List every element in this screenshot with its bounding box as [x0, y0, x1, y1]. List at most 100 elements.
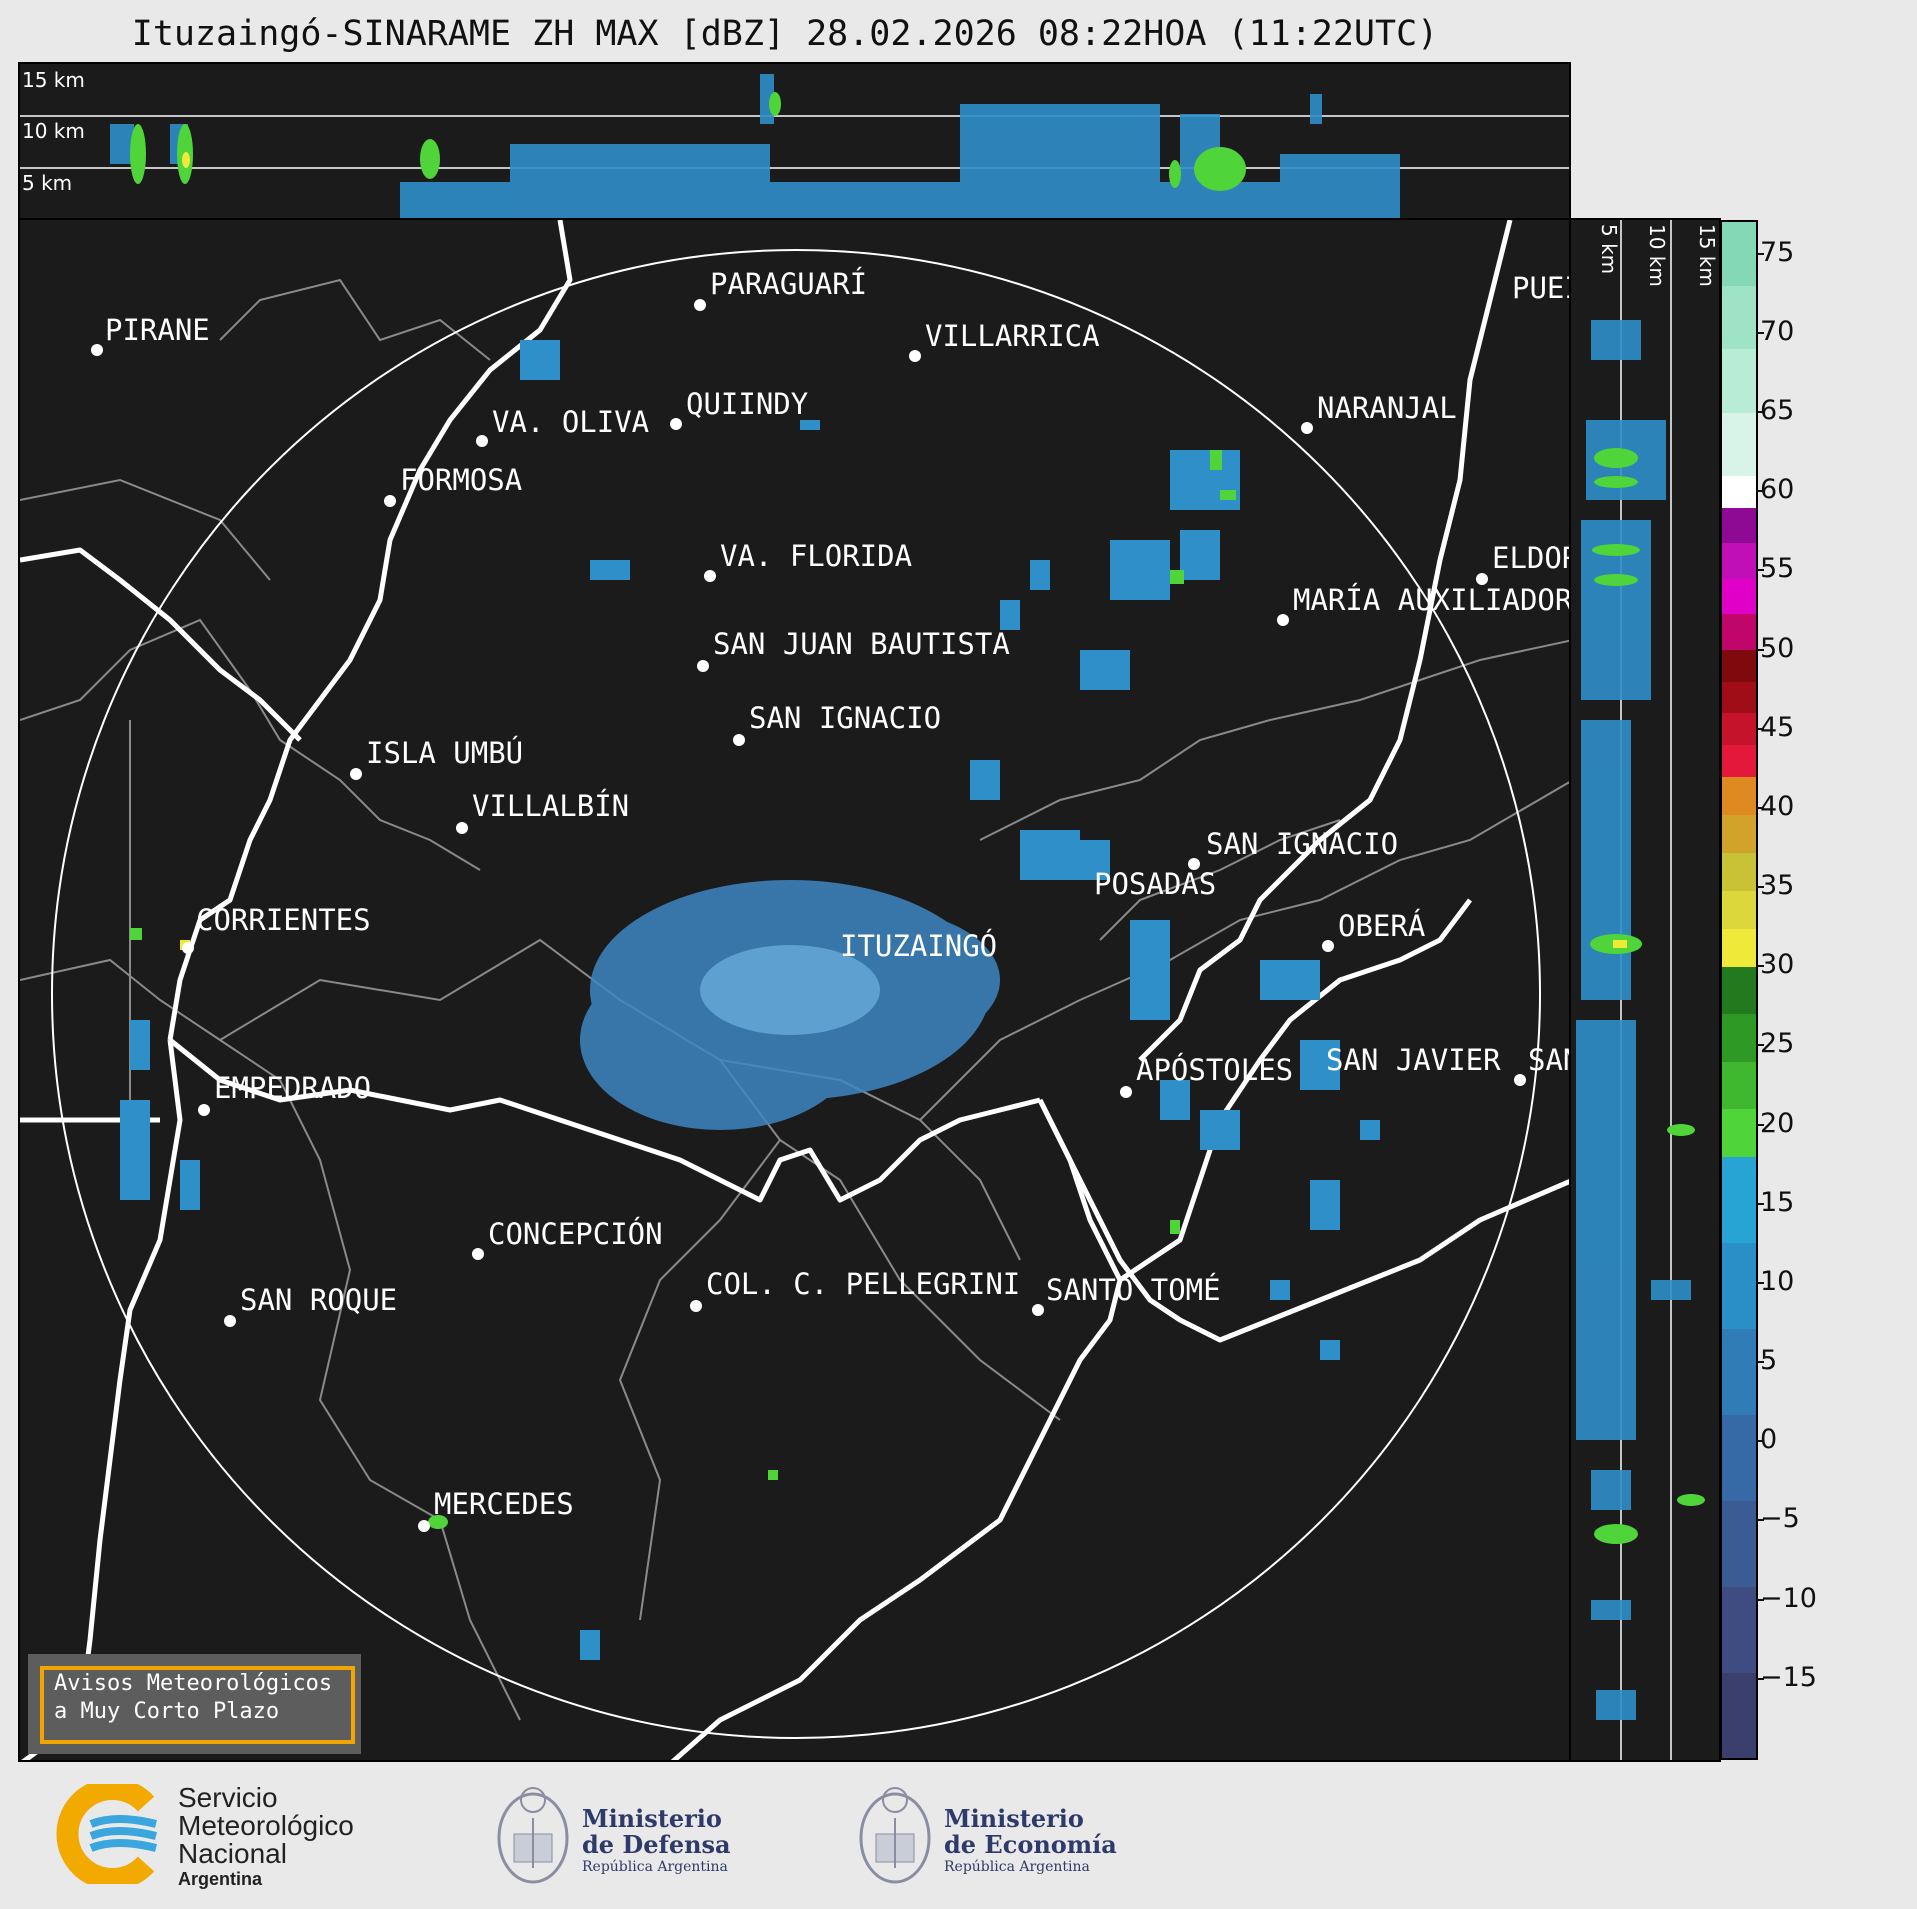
colorbar-tick-label: 60 [1755, 474, 1795, 506]
colorbar-tick-label: −15 [1756, 1661, 1817, 1693]
city-dot-san-juan-bautista [697, 660, 709, 672]
colorbar-tick-label: 30 [1755, 949, 1795, 981]
city-dot-san-ignacio-ar [1188, 858, 1200, 870]
warning-box-frame: Avisos Meteorológicos a Muy Corto Plazo [40, 1666, 355, 1744]
side-height-profile: 5 km 10 km 15 km [1569, 218, 1721, 1762]
colorbar-tick-label: 15 [1755, 1186, 1795, 1218]
colorbar-tick-label: 20 [1755, 1107, 1795, 1139]
radar-map: PIRANE PARAGUARÍ VILLARRICA VA. OLIVA QU… [18, 218, 1571, 1762]
colorbar-segment [1722, 681, 1756, 714]
city-dot-obera [1322, 940, 1334, 952]
economia-line-2: de Economía [944, 1830, 1117, 1859]
colorbar-tick-label: −5 [1756, 1503, 1800, 1535]
colorbar-tick-label: 45 [1755, 711, 1795, 743]
city-dot-empedrado [198, 1104, 210, 1116]
colorbar-tick-label: 65 [1755, 395, 1795, 427]
colorbar-tick-label: 75 [1755, 236, 1795, 268]
colorbar-segment [1722, 348, 1756, 413]
city-label-paraguari: PARAGUARÍ [710, 267, 868, 301]
colorbar-segment [1722, 890, 1756, 929]
city-dot-concepcion [472, 1248, 484, 1260]
colorbar-segment [1722, 852, 1756, 891]
city-dot-quiindy [670, 418, 682, 430]
city-label-corrientes: CORRIENTES [196, 903, 371, 937]
top-profile-label-15km: 15 km [22, 68, 85, 92]
city-label-villalbin: VILLALBÍN [472, 789, 630, 823]
economia-line-3: República Argentina [944, 1859, 1090, 1875]
colorbar-segment [1722, 1242, 1756, 1329]
city-label-ituzaingo: ITUZAINGÓ [840, 929, 998, 963]
colorbar-tick-label: 70 [1755, 315, 1795, 347]
smn-line-4: Argentina [178, 1869, 263, 1889]
colorbar-segment [1722, 507, 1756, 544]
city-label-puerto-partial: PUEI [1512, 271, 1569, 305]
city-dot-corrientes [182, 942, 194, 954]
city-label-posadas: POSADAS [1094, 867, 1217, 901]
city-label-empedrado: EMPEDRADO [214, 1071, 372, 1105]
colorbar-segment [1722, 613, 1756, 651]
colorbar-tick-label: 35 [1755, 870, 1795, 902]
smn-line-2: Meteorológico [178, 1810, 354, 1841]
colorbar-tick-label: 0 [1755, 1424, 1778, 1456]
defensa-coat-of-arms-icon [497, 1787, 569, 1884]
economia-logo-text: Ministerio de Economía República Argenti… [944, 1806, 1117, 1876]
city-dot-mercedes [418, 1520, 430, 1532]
colorbar-tick-label: 40 [1755, 790, 1795, 822]
city-label-mercedes: MERCEDES [434, 1487, 574, 1521]
city-dot-san-roque [224, 1315, 236, 1327]
colorbar-segment [1722, 475, 1756, 508]
city-dot-san-ignacio-py [733, 734, 745, 746]
top-profile-label-5km: 5 km [22, 171, 73, 195]
top-height-profile: 15 km 10 km 5 km [18, 62, 1571, 220]
city-dot-villarrica [909, 350, 921, 362]
city-label-san-roque: SAN ROQUE [240, 1283, 398, 1317]
city-label-va-florida: VA. FLORIDA [720, 539, 913, 573]
city-label-quiindy: QUIINDY [686, 387, 809, 421]
colorbar-segment [1722, 966, 1756, 1015]
colorbar-segment [1722, 814, 1756, 853]
smn-logo-icon [56, 1784, 157, 1884]
dbz-colorbar [1720, 220, 1758, 1760]
smn-line-3: Nacional [178, 1838, 287, 1869]
city-label-san-juan-bautista: SAN JUAN BAUTISTA [713, 627, 1010, 661]
defensa-line-3: República Argentina [582, 1859, 728, 1875]
colorbar-segment [1722, 412, 1756, 476]
city-dot-maria-auxiliadora [1277, 614, 1289, 626]
city-dot-eldorado [1476, 573, 1488, 585]
warning-line-1: Avisos Meteorológicos [54, 1671, 333, 1696]
colorbar-segment [1722, 1328, 1756, 1415]
city-label-col-c-pellegrini: COL. C. PELLEGRINI [706, 1267, 1021, 1301]
city-dot-santo-tome [1032, 1304, 1044, 1316]
city-dot-paraguari [694, 299, 706, 311]
colorbar-segment [1722, 1586, 1756, 1673]
smn-line-1: Servicio [178, 1782, 278, 1813]
city-dot-pirane [91, 344, 103, 356]
colorbar-segment [1722, 1013, 1756, 1062]
city-dot-va-florida [704, 570, 716, 582]
map-title: Ituzaingó-SINARAME ZH MAX [dBZ] 28.02.20… [131, 14, 1439, 54]
colorbar-segment [1722, 744, 1756, 777]
city-label-pirane: PIRANE [105, 313, 210, 347]
city-dot-naranjal [1301, 422, 1313, 434]
city-label-isla-umbu: ISLA UMBÚ [366, 736, 524, 770]
city-label-maria-auxiliadora: MARÍA AUXILIADOR [1293, 583, 1571, 617]
city-label-san-javier: SAN JAVIER [1326, 1043, 1501, 1077]
city-label-san-ignacio-py: SAN IGNACIO [749, 701, 942, 735]
economia-line-1: Ministerio [944, 1804, 1084, 1833]
city-label-apostoles: APÓSTOLES [1136, 1053, 1294, 1087]
colorbar-segment [1722, 1672, 1756, 1758]
defensa-line-2: de Defensa [582, 1830, 731, 1859]
city-label-eldorado: ELDOR [1492, 541, 1571, 575]
colorbar-tick-label: 25 [1755, 1028, 1795, 1060]
warning-box[interactable]: Avisos Meteorológicos a Muy Corto Plazo [28, 1654, 361, 1754]
city-dot-col-c-pellegrini [690, 1300, 702, 1312]
city-label-santo-tome: SANTO TOMÉ [1046, 1273, 1221, 1307]
city-dot-villalbin [456, 822, 468, 834]
city-label-obera: OBERÁ [1338, 909, 1426, 943]
city-label-san-partial: SAN [1528, 1043, 1569, 1077]
defensa-line-1: Ministerio [582, 1804, 722, 1833]
colorbar-segment [1722, 1500, 1756, 1587]
city-label-concepcion: CONCEPCIÓN [488, 1217, 663, 1251]
city-dot-apostoles [1120, 1086, 1132, 1098]
side-profile-echoes [1576, 220, 1705, 1760]
